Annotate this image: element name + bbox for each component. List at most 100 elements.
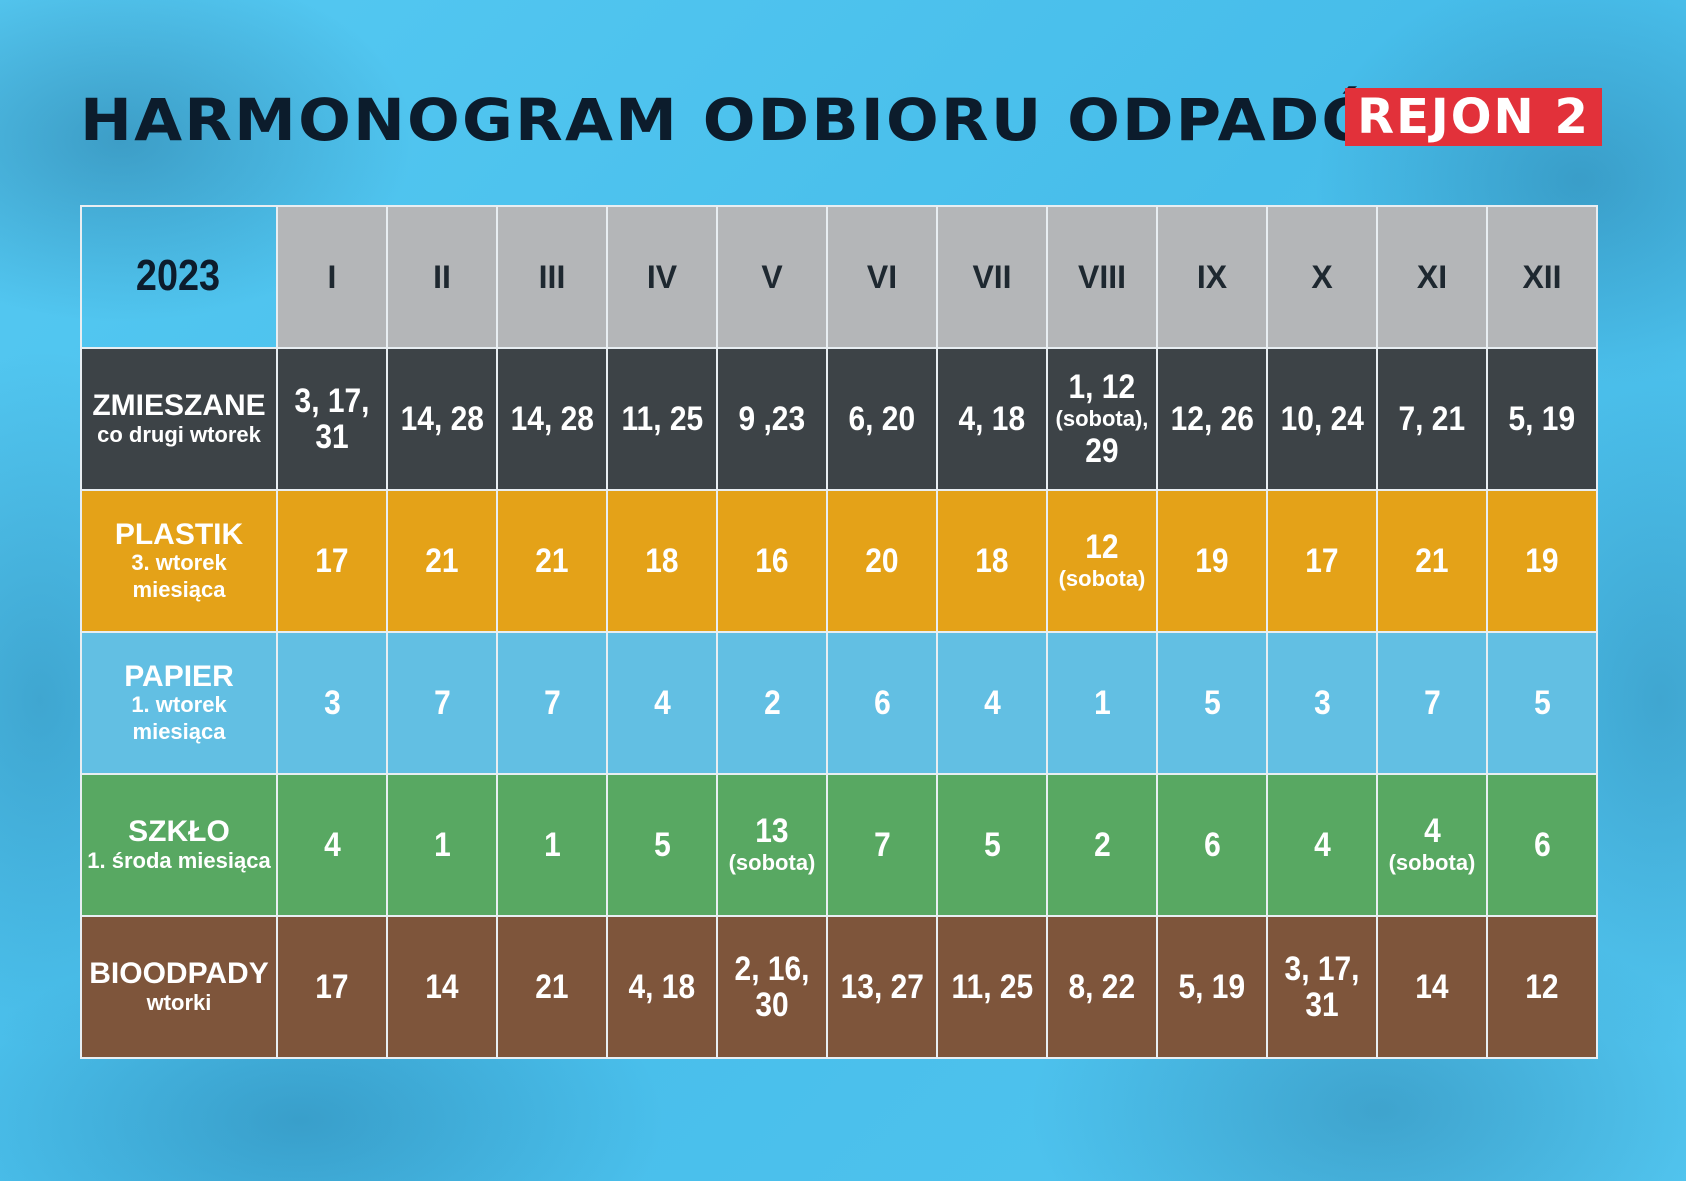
collection-days: 2: [763, 683, 781, 722]
month-header: III: [496, 205, 608, 349]
collection-days: 13, 27: [840, 967, 924, 1006]
collection-days: 6: [1203, 825, 1221, 864]
collection-date-cell: 8, 22: [1046, 915, 1158, 1059]
row-label: SZKŁO 1. środa miesiąca: [80, 773, 278, 917]
saturday-note: (sobota): [1388, 849, 1476, 875]
collection-date-cell: 16: [716, 489, 828, 633]
month-header: IX: [1156, 205, 1268, 349]
collection-days: 14, 28: [510, 399, 594, 438]
collection-days: 8, 22: [1068, 967, 1136, 1006]
collection-days: 14: [425, 967, 459, 1006]
collection-days: 21: [425, 541, 459, 580]
collection-days: 1: [543, 825, 561, 864]
saturday-note: (sobota): [728, 849, 816, 875]
collection-date-cell: 1: [496, 773, 608, 917]
collection-days: 3: [323, 683, 341, 722]
collection-days: 16: [755, 541, 789, 580]
collection-date-cell: 12, 26: [1156, 347, 1268, 491]
month-header: IV: [606, 205, 718, 349]
collection-days: 3, 17, 31: [294, 381, 370, 456]
collection-date-cell: 5, 19: [1156, 915, 1268, 1059]
collection-date-cell: 11, 25: [936, 915, 1048, 1059]
month-header: II: [386, 205, 498, 349]
collection-date-cell: 4: [276, 773, 388, 917]
row-label: PAPIER 1. wtorek miesiąca: [80, 631, 278, 775]
collection-date-cell: 5: [606, 773, 718, 917]
collection-days: 11, 25: [621, 399, 703, 438]
collection-date-cell: 13 (sobota): [716, 773, 828, 917]
category-name: BIOODPADY: [89, 957, 269, 991]
collection-date-cell: 7, 21: [1376, 347, 1488, 491]
category-name: PAPIER: [124, 659, 234, 693]
collection-days: 4: [323, 825, 341, 864]
collection-date-cell: 11, 25: [606, 347, 718, 491]
collection-date-cell: 12: [1486, 915, 1598, 1059]
month-header: I: [276, 205, 388, 349]
collection-days: 12: [1525, 967, 1559, 1006]
collection-days: 1: [433, 825, 451, 864]
collection-date-cell: 17: [1266, 489, 1378, 633]
collection-days: 19: [1195, 541, 1229, 580]
collection-days: 4: [1423, 811, 1441, 850]
plastic-row: PLASTIK 3. wtorek miesiąca 17 21 21 18 16 20 18 1…: [80, 489, 1598, 633]
collection-days: 4, 18: [628, 967, 696, 1006]
collection-date-cell: 21: [496, 489, 608, 633]
month-header: VIII: [1046, 205, 1158, 349]
collection-days: 17: [315, 967, 349, 1006]
collection-date-cell: 9 ,23: [716, 347, 828, 491]
month-header: VI: [826, 205, 938, 349]
collection-days: 5, 19: [1508, 399, 1576, 438]
collection-days: 18: [645, 541, 679, 580]
collection-date-cell: 12 (sobota): [1046, 489, 1158, 633]
collection-days: 5: [653, 825, 671, 864]
collection-days: 7, 21: [1398, 399, 1466, 438]
collection-date-cell: 5: [1156, 631, 1268, 775]
collection-date-cell: 6, 20: [826, 347, 938, 491]
collection-date-cell: 4, 18: [936, 347, 1048, 491]
collection-date-cell: 21: [496, 915, 608, 1059]
category-frequency: wtorki: [146, 989, 212, 1015]
collection-days: 2, 16, 30: [734, 949, 810, 1024]
collection-days: 4: [653, 683, 671, 722]
month-header: VII: [936, 205, 1048, 349]
month-header: XI: [1376, 205, 1488, 349]
collection-days: 4: [983, 683, 1001, 722]
collection-days: 21: [1415, 541, 1449, 580]
collection-date-cell: 4 (sobota): [1376, 773, 1488, 917]
collection-days: 14, 28: [400, 399, 484, 438]
month-header: XII: [1486, 205, 1598, 349]
collection-days: 4, 18: [958, 399, 1026, 438]
row-label: PLASTIK 3. wtorek miesiąca: [80, 489, 278, 633]
collection-date-cell: 14, 28: [386, 347, 498, 491]
collection-days: 20: [865, 541, 899, 580]
collection-days: 9 ,23: [738, 399, 806, 438]
collection-days: 11, 25: [951, 967, 1033, 1006]
collection-date-cell: 7: [386, 631, 498, 775]
collection-days: 3, 17, 31: [1284, 949, 1360, 1024]
collection-date-cell: 21: [1376, 489, 1488, 633]
collection-date-cell: 4: [1266, 773, 1378, 917]
saturday-note: (sobota),: [1055, 405, 1149, 431]
collection-date-cell: 17: [276, 915, 388, 1059]
collection-days: 7: [873, 825, 891, 864]
collection-date-cell: 20: [826, 489, 938, 633]
collection-days: 6: [873, 683, 891, 722]
collection-days: 1, 12: [1068, 367, 1136, 406]
collection-date-cell: 14: [1376, 915, 1488, 1059]
collection-days: 12, 26: [1170, 399, 1254, 438]
collection-days: 10, 24: [1280, 399, 1364, 438]
collection-days: 17: [1305, 541, 1339, 580]
collection-days: 2: [1093, 825, 1111, 864]
row-label: ZMIESZANE co drugi wtorek: [80, 347, 278, 491]
collection-days: 5: [1203, 683, 1221, 722]
month-header-row: I II III IV V VI VII VIII IX X XI XII: [80, 205, 1598, 349]
collection-date-cell: 6: [1156, 773, 1268, 917]
collection-date-cell: 14: [386, 915, 498, 1059]
collection-date-cell: 7: [826, 773, 938, 917]
collection-date-cell: 18: [936, 489, 1048, 633]
collection-date-cell: 5: [1486, 631, 1598, 775]
collection-days: 17: [315, 541, 349, 580]
collection-date-cell: 19: [1486, 489, 1598, 633]
collection-date-cell: 17: [276, 489, 388, 633]
collection-date-cell: 1: [1046, 631, 1158, 775]
